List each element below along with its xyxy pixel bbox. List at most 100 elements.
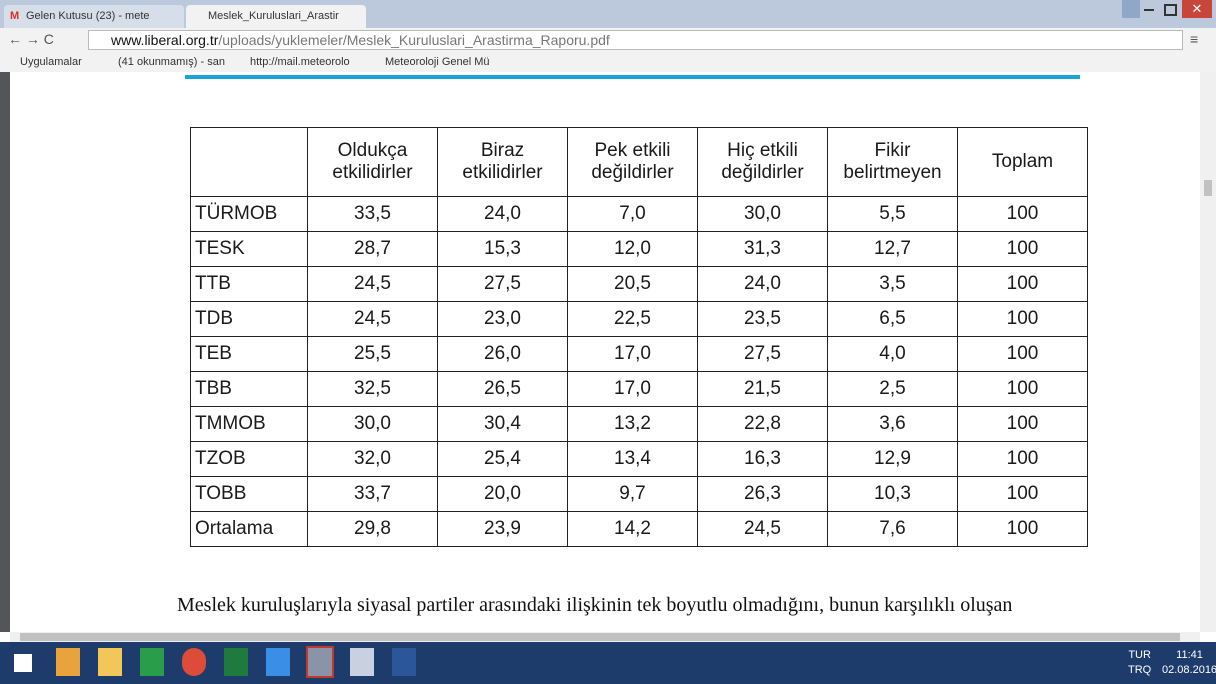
menu-button[interactable]: ≡ [1190,31,1199,47]
header-cell: Toplam [957,127,1088,197]
cell: 3,6 [827,406,958,442]
app-icon[interactable] [266,648,290,676]
app-icon[interactable] [392,648,416,676]
header-cell: Oldukça etkilidirler [307,127,438,197]
cell: 15,3 [437,231,568,267]
app-icon[interactable] [140,648,164,676]
nav-buttons[interactable]: ← → C [8,31,54,47]
pdf-viewer: Oldukça etkilidirler Biraz etkilidirler Pe… [0,72,1216,642]
start-button[interactable] [14,654,32,672]
cell: 100 [957,196,1088,232]
row-label: TTB [190,266,308,302]
app-icon[interactable] [224,648,248,676]
tab[interactable]: M Gelen Kutusu (23) - mete [4,5,184,28]
tab-bar: M Gelen Kutusu (23) - mete Meslek_Kurulu… [0,0,1216,28]
h-scrollbar[interactable] [10,632,1200,642]
cell: 100 [957,476,1088,512]
row-label: TBB [190,371,308,407]
table-row: TOBB 33,7 20,0 9,7 26,3 10,3 100 [190,476,1088,512]
cell: 30,0 [697,196,828,232]
maximize[interactable] [1164,4,1177,16]
layout: TRQ [1128,664,1152,676]
date: 02.08.2016 [1162,664,1216,676]
bookmark[interactable]: Uygulamalar [20,56,82,68]
row-label: TMMOB [190,406,308,442]
cell: 5,5 [827,196,958,232]
header-cell: Hiç etkili değildirler [697,127,828,197]
bookmark[interactable]: Meteoroloji Genel Mü [385,56,490,68]
cell: 100 [957,336,1088,372]
address-bar: ← → C www.liberal.org.tr/uploads/yukleme… [0,28,1216,52]
table-row: TESK 28,7 15,3 12,0 31,3 12,7 100 [190,231,1088,267]
cell: 20,5 [567,266,698,302]
cell: 23,5 [697,301,828,337]
bookmark[interactable]: (41 okunmamış) - san [118,56,225,68]
cell: 100 [957,511,1088,547]
cell: 13,4 [567,441,698,477]
minimize[interactable] [1144,9,1154,11]
clock[interactable]: 11:41 02.08.2016 [1162,648,1216,678]
cell: 27,5 [437,266,568,302]
cell: 12,0 [567,231,698,267]
row-label: TESK [190,231,308,267]
cell: 9,7 [567,476,698,512]
app-icon[interactable] [98,648,122,676]
app-icon[interactable] [350,648,374,676]
paragraph: Meslek kuruluşlarıyla siyasal partiler a… [177,594,1013,616]
data-table: Oldukça etkilidirler Biraz etkilidirler Pe… [190,127,1088,547]
cell: 24,5 [307,301,438,337]
cell: 7,6 [827,511,958,547]
url-field[interactable]: www.liberal.org.tr/uploads/yuklemeler/Me… [88,30,1183,50]
header-cell [190,127,308,197]
table-row: TZOB 32,0 25,4 13,4 16,3 12,9 100 [190,441,1088,477]
cell: 12,7 [827,231,958,267]
cell: 6,5 [827,301,958,337]
cell: 17,0 [567,371,698,407]
cell: 13,2 [567,406,698,442]
row-label: TEB [190,336,308,372]
cell: 2,5 [827,371,958,407]
cell: 28,7 [307,231,438,267]
tab-active[interactable]: Meslek_Kuruluslari_Arastir [186,5,366,28]
tab-title: Meslek_Kuruluslari_Arastir [208,10,339,22]
time: 11:41 [1176,649,1203,661]
cell: 100 [957,266,1088,302]
table-row: TMMOB 30,0 30,4 13,2 22,8 3,6 100 [190,406,1088,442]
table-row: Ortalama 29,8 23,9 14,2 24,5 7,6 100 [190,511,1088,547]
bookmark[interactable]: http://mail.meteorolo [250,56,350,68]
window-controls: ✕ [1122,0,1212,20]
cell: 14,2 [567,511,698,547]
input-indicator[interactable]: TUR TRQ [1128,648,1151,678]
cell: 33,7 [307,476,438,512]
cell: 24,5 [307,266,438,302]
cell: 3,5 [827,266,958,302]
cell: 29,8 [307,511,438,547]
cell: 26,3 [697,476,828,512]
tab-title: Gelen Kutusu (23) - mete [26,10,150,22]
h-scroll-thumb[interactable] [20,633,1180,641]
cell: 22,8 [697,406,828,442]
cell: 25,4 [437,441,568,477]
header-rule [185,75,1080,79]
app-icon[interactable] [182,648,206,676]
app-icon[interactable] [56,648,80,676]
cell: 23,9 [437,511,568,547]
user-button[interactable] [1122,0,1140,18]
cell: 100 [957,441,1088,477]
table-row: TEB 25,5 26,0 17,0 27,5 4,0 100 [190,336,1088,372]
cell: 24,5 [697,511,828,547]
scrollbar[interactable] [1200,72,1216,632]
close[interactable]: ✕ [1182,0,1212,18]
viewer-edge [0,72,10,632]
scroll-thumb[interactable] [1204,180,1212,196]
url-host: www.liberal.org.tr [111,32,219,48]
cell: 25,5 [307,336,438,372]
row-label: Ortalama [190,511,308,547]
cell: 30,0 [307,406,438,442]
cell: 4,0 [827,336,958,372]
row-label: TZOB [190,441,308,477]
header-row: Oldukça etkilidirler Biraz etkilidirler Pe… [190,127,1088,197]
cell: 32,5 [307,371,438,407]
app-icon[interactable] [306,646,334,678]
